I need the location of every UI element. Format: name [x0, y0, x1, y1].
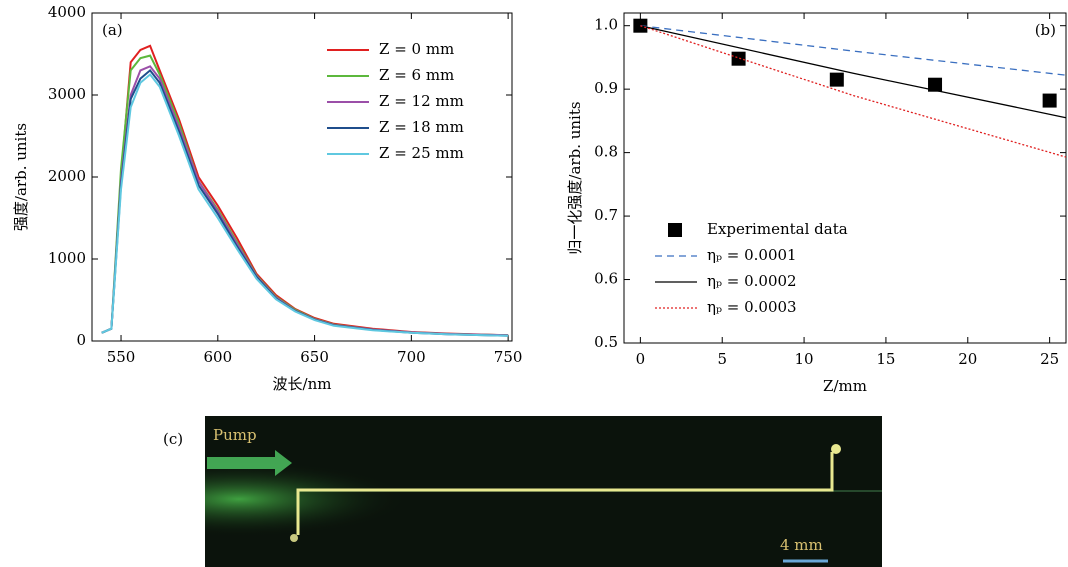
- plot-frame: [623, 12, 1067, 344]
- data-line: [640, 25, 1067, 119]
- pump-label: Pump: [213, 426, 257, 444]
- y-tick-label: 0.6: [594, 270, 618, 288]
- data-line: [101, 68, 509, 337]
- x-axis-title: Z/mm: [823, 377, 867, 395]
- data-line: [640, 25, 1067, 158]
- panel-label: (b): [1035, 21, 1056, 39]
- y-tick-label: 1000: [48, 249, 86, 267]
- scale-label: 4 mm: [780, 536, 823, 554]
- y-tick-label: 0.5: [594, 333, 618, 351]
- waveguide-trace: [296, 452, 834, 535]
- y-tick-label: 0: [76, 331, 86, 349]
- x-axis-title: 波长/nm: [273, 375, 332, 393]
- x-tick-label: 600: [203, 348, 232, 366]
- legend-label: Z = 18 mm: [379, 118, 464, 136]
- x-tick-label: 15: [876, 350, 895, 368]
- trace-end: [831, 444, 841, 454]
- y-tick-label: 0.7: [594, 206, 618, 224]
- x-tick-label: 650: [300, 348, 329, 366]
- y-tick-label: 0.9: [594, 79, 618, 97]
- y-axis-title: 强度/arb. units: [12, 123, 30, 231]
- legend-label: ηₚ = 0.0002: [707, 272, 797, 290]
- legend-label: Z = 6 mm: [379, 66, 454, 84]
- legend-label: Z = 25 mm: [379, 144, 464, 162]
- x-tick-label: 10: [795, 350, 814, 368]
- panel-label: (a): [102, 21, 123, 39]
- y-tick-label: 3000: [48, 85, 86, 103]
- legend-label: ηₚ = 0.0003: [707, 298, 797, 316]
- data-line: [101, 73, 509, 337]
- trace-end: [290, 534, 298, 542]
- photo-panel: Pump 4 mm: [205, 416, 882, 567]
- data-point: [829, 72, 844, 87]
- y-tick-label: 2000: [48, 167, 86, 185]
- legend-label: ηₚ = 0.0001: [707, 246, 797, 264]
- data-point: [928, 77, 943, 92]
- data-point: [633, 18, 648, 33]
- legend-label: Z = 12 mm: [379, 92, 464, 110]
- y-tick-label: 0.8: [594, 143, 618, 161]
- x-tick-label: 750: [494, 348, 523, 366]
- data-point: [731, 51, 746, 66]
- x-tick-label: 550: [107, 348, 136, 366]
- y-axis-title: 归一化强度/arb. units: [566, 101, 584, 254]
- panel-label: (c): [163, 430, 183, 448]
- y-tick-label: 1.0: [594, 16, 618, 34]
- data-line: [640, 25, 1067, 76]
- data-point: [1042, 93, 1057, 108]
- y-tick-label: 4000: [48, 3, 86, 21]
- pump-arrow: [207, 450, 292, 476]
- x-tick-label: 0: [636, 350, 646, 368]
- x-tick-label: 25: [1040, 350, 1059, 368]
- x-tick-label: 5: [717, 350, 727, 368]
- plot-frame: [91, 12, 513, 342]
- x-tick-label: 700: [397, 348, 426, 366]
- legend-label: Experimental data: [707, 220, 848, 238]
- legend-label: Z = 0 mm: [379, 40, 454, 58]
- x-tick-label: 20: [958, 350, 977, 368]
- legend-swatch: [668, 223, 682, 237]
